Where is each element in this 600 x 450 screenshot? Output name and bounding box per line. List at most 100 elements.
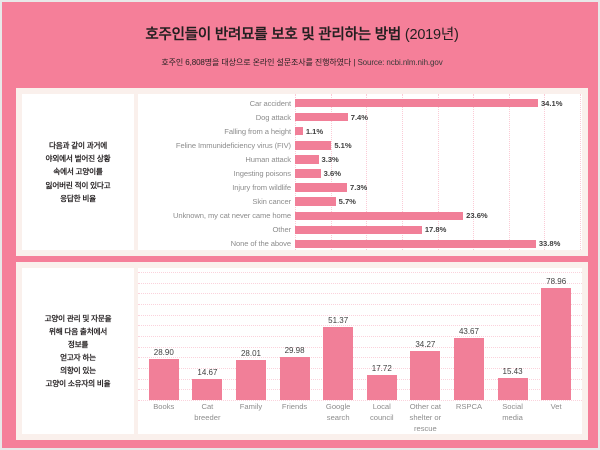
bar-fill[interactable] — [295, 112, 348, 122]
bar-category-label: Books — [153, 402, 175, 411]
bar-category-label: RSPCA — [455, 402, 483, 411]
gridline-horizontal — [138, 304, 582, 305]
gridline-vertical — [330, 94, 332, 250]
bar-track: 3.3% — [295, 152, 580, 166]
bar-row[interactable]: Human attack 3.3% — [138, 152, 582, 166]
bar-value-label: 78.96 — [546, 276, 567, 286]
bar-category-label: Injury from wildlife — [232, 183, 291, 193]
gridline-horizontal — [138, 346, 582, 348]
gridline-horizontal — [138, 293, 582, 295]
bar-value-label: 17.72 — [371, 363, 392, 373]
bar-category-label: Family — [239, 402, 263, 411]
bar-column[interactable]: 28.90 Books — [142, 272, 186, 411]
bar-value-label: 28.90 — [153, 347, 174, 357]
vertical-bar-plot-area: 28.90 Books 14.67 Cat breeder 28.01 Family 29.… — [138, 268, 582, 434]
bar-fill[interactable] — [295, 225, 422, 235]
bar-column[interactable]: 29.98 Friends — [273, 272, 317, 411]
bar-category-label: Skin cancer — [252, 197, 291, 207]
bar-fill[interactable] — [410, 351, 441, 400]
bar-category-label: Ingesting poisons — [233, 169, 292, 179]
gridline-vertical — [437, 94, 439, 250]
title-year: (2019년) — [404, 27, 459, 43]
bar-category-label: Unknown, my cat never came home — [172, 211, 291, 221]
bar-row[interactable]: Unknown, my cat never came home 23.6% — [138, 209, 582, 223]
gridline-horizontal — [138, 325, 582, 327]
bar-fill[interactable] — [497, 378, 528, 400]
bar-row[interactable]: Ingesting poisons 3.6% — [138, 166, 582, 180]
bar-row[interactable]: Other 17.8% — [138, 223, 582, 237]
gridline-vertical — [544, 94, 546, 250]
vertical-bar-chart: 28.90 Books 14.67 Cat breeder 28.01 Family 29.… — [138, 268, 582, 434]
bar-column[interactable]: 78.96 Vet — [534, 272, 578, 411]
gridline-horizontal — [138, 314, 582, 316]
horizontal-bar-chart: Car accident 34.1% Dog attack 7.4% Falling f… — [138, 94, 582, 250]
bar-fill[interactable] — [295, 141, 332, 150]
bar-category-label: Dog attack — [255, 112, 291, 122]
bar-fill[interactable] — [366, 374, 397, 400]
bar-fill[interactable] — [295, 98, 538, 108]
bar-category-label: Cat breeder — [194, 402, 221, 422]
bar-value-label: 51.37 — [328, 315, 349, 325]
bar-column[interactable]: 51.37 Google search — [316, 272, 360, 422]
bar-category-label: Google search — [325, 402, 351, 422]
bar-fill[interactable] — [295, 239, 536, 249]
bar-row[interactable]: None of the above 33.8% — [138, 237, 582, 250]
panel-bottom-side-label-text: 고양이 관리 및 자문을 위해 다음 출처에서 정보를 얻고자 하는 의향이 있… — [44, 313, 112, 389]
gridline-vertical — [401, 94, 403, 250]
gridline-horizontal — [138, 357, 582, 359]
bar-column[interactable]: 15.43 Social media — [491, 272, 535, 422]
bar-fill[interactable] — [279, 357, 310, 400]
bar-row[interactable]: Dog attack 7.4% — [138, 110, 582, 124]
bar-column[interactable]: 43.67 RSPCA — [447, 272, 491, 411]
bar-fill[interactable] — [295, 169, 321, 178]
page-title: 호주인들이 반려묘를 보호 및 관리하는 방법 (2019년) — [2, 2, 598, 44]
bar-fill[interactable] — [192, 379, 223, 400]
bar-track: 23.6% — [295, 209, 580, 223]
gridline-horizontal — [138, 389, 582, 391]
bar-fill[interactable] — [235, 360, 266, 400]
bar-fill[interactable] — [295, 183, 347, 192]
bar-fill[interactable] — [295, 211, 464, 221]
bar-fill[interactable] — [295, 126, 303, 136]
bar-fill[interactable] — [323, 326, 354, 400]
bar-fill[interactable] — [148, 358, 179, 400]
bar-category-label: Other cat shelter or rescue — [409, 402, 442, 433]
gridline-horizontal — [138, 378, 582, 380]
gridline-vertical — [508, 94, 510, 250]
bar-value-label: 33.8% — [538, 239, 561, 249]
bar-column[interactable]: 17.72 Local council — [360, 272, 404, 422]
bar-column[interactable]: 28.01 Family — [229, 272, 273, 411]
bar-track: 7.3% — [295, 181, 580, 195]
bar-value-label: 1.1% — [305, 126, 324, 136]
bar-category-label: Other — [272, 225, 292, 235]
bar-fill[interactable] — [541, 287, 572, 400]
bar-row[interactable]: Feline Immunideficiency virus (FIV) 5.1% — [138, 138, 582, 152]
bar-track: 1.1% — [295, 124, 580, 138]
gridline-horizontal — [138, 368, 582, 369]
gridline-horizontal — [138, 336, 582, 337]
bar-category-label: Local council — [369, 402, 394, 422]
bar-fill[interactable] — [295, 197, 336, 206]
panel-bottom: 고양이 관리 및 자문을 위해 다음 출처에서 정보를 얻고자 하는 의향이 있… — [16, 262, 588, 440]
horizontal-bar-rows: Car accident 34.1% Dog attack 7.4% Falling f… — [138, 96, 582, 250]
bar-category-label: Social media — [502, 402, 523, 422]
bar-fill[interactable] — [453, 337, 484, 400]
bar-value-label: 34.1% — [540, 98, 563, 108]
bar-row[interactable]: Injury from wildlife 7.3% — [138, 181, 582, 195]
bar-category-label: Vet — [550, 402, 562, 411]
bar-track: 7.4% — [295, 110, 580, 124]
bar-row[interactable]: Car accident 34.1% — [138, 96, 582, 110]
gridline-vertical — [473, 94, 475, 250]
bar-row[interactable]: Skin cancer 5.7% — [138, 195, 582, 209]
panel-top-side-label-text: 다음과 같이 과거에 야외에서 벌어진 상황 속에서 고양이를 잃어버린 적이 … — [45, 141, 111, 203]
bar-column[interactable]: 14.67 Cat breeder — [186, 272, 230, 422]
vertical-bar-columns: 28.90 Books 14.67 Cat breeder 28.01 Family 29.… — [142, 272, 578, 433]
bar-fill[interactable] — [295, 155, 319, 164]
bar-category-label: Feline Immunideficiency virus (FIV) — [175, 140, 291, 150]
bar-row[interactable]: Falling from a height 1.1% — [138, 124, 582, 138]
subtitle-main: 호주인 6,808명을 대상으로 온라인 설문조사를 진행하였다 — [161, 57, 352, 67]
bar-value-label: 23.6% — [466, 211, 488, 221]
bar-column[interactable]: 34.27 Other cat shelter or rescue — [404, 272, 448, 433]
bar-value-label: 43.67 — [458, 326, 479, 336]
bar-category-label: Car accident — [249, 98, 292, 108]
